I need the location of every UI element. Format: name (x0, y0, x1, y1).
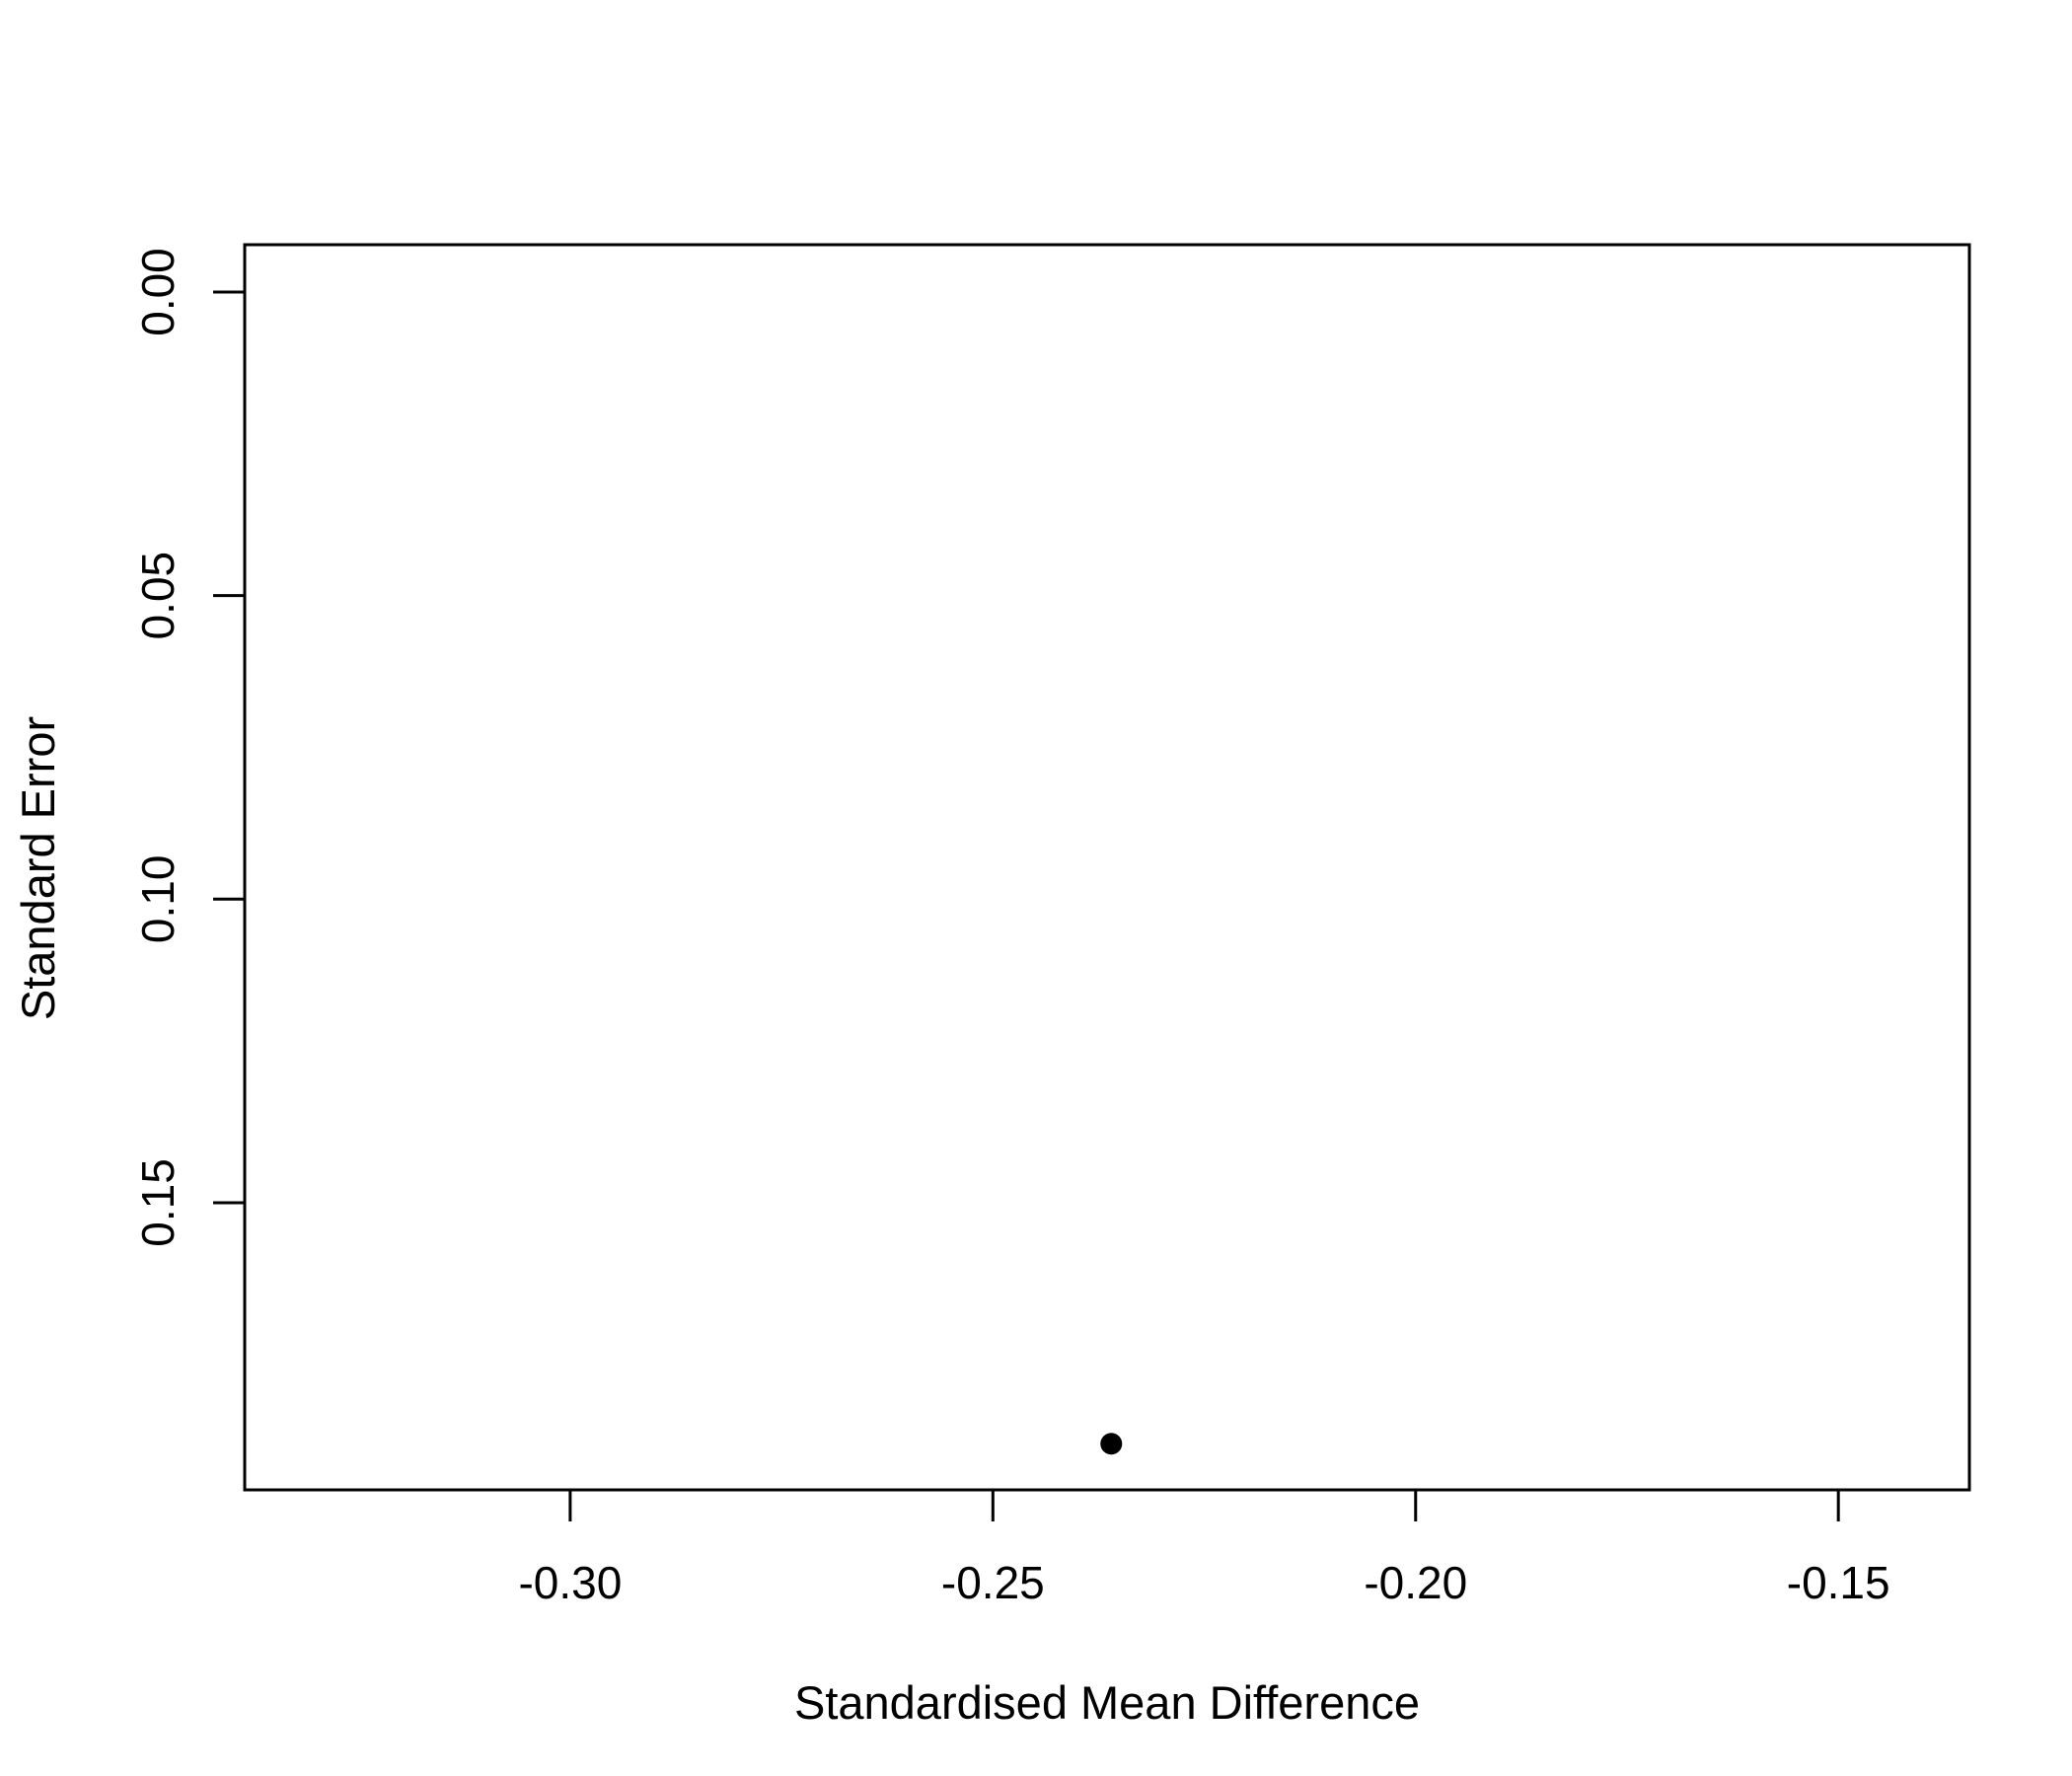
y-tick-label: 0.10 (132, 855, 184, 944)
x-axis-label: Standardised Mean Difference (794, 1676, 1420, 1729)
x-tick-label: -0.30 (518, 1557, 622, 1608)
y-axis: 0.00 0.05 0.10 0.15 (132, 248, 245, 1247)
y-tick-label: 0.00 (132, 248, 184, 336)
data-points (1100, 1433, 1123, 1455)
x-tick-label: -0.20 (1364, 1557, 1467, 1608)
x-axis: -0.30 -0.25 -0.20 -0.15 (518, 1490, 1890, 1608)
y-tick-label: 0.05 (132, 552, 184, 640)
x-tick-label: -0.15 (1787, 1557, 1890, 1608)
y-axis-label: Standard Error (12, 716, 64, 1020)
plot-frame (243, 243, 1971, 1492)
y-tick-label: 0.15 (132, 1158, 184, 1247)
data-point (1100, 1433, 1123, 1455)
x-tick-label: -0.25 (941, 1557, 1045, 1608)
